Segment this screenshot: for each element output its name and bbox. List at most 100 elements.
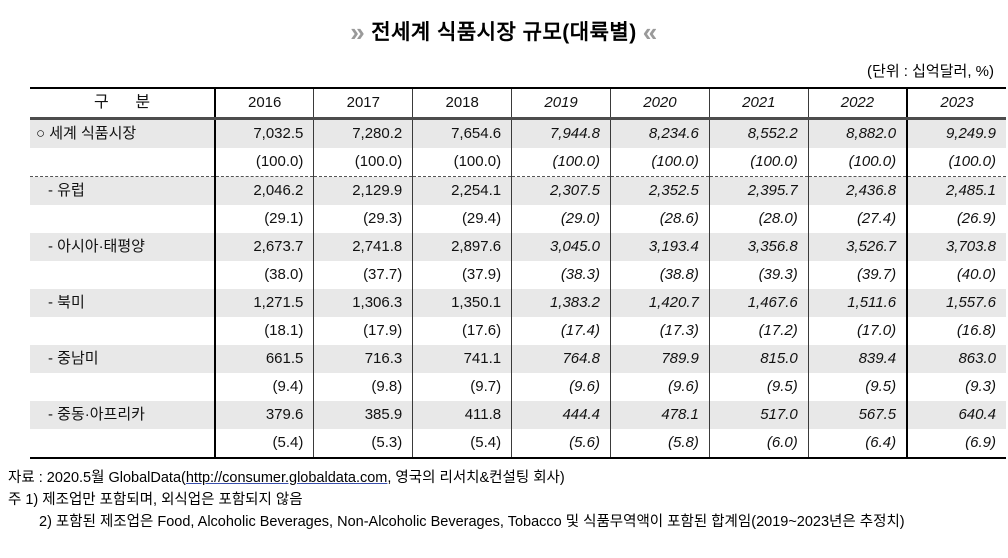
value-cell: 1,271.5 <box>214 289 314 317</box>
share-cell: (17.9) <box>313 317 413 345</box>
source-suffix: , 영국의 리서치&컨설팅 회사) <box>387 470 565 486</box>
value-cell: 7,280.2 <box>313 118 413 148</box>
unit-label: (단위 : 십억달러, %) <box>867 63 994 80</box>
table-header-row: 구 분 2016 2017 2018 2019 2020 2021 2022 2023 <box>30 87 1006 120</box>
value-cell: 3,526.7 <box>807 233 908 261</box>
share-cell: (29.1) <box>214 205 314 233</box>
value-cell: 2,485.1 <box>906 176 1006 205</box>
share-cell: (100.0) <box>708 148 809 177</box>
share-cell: (40.0) <box>906 261 1006 289</box>
value-cell: 764.8 <box>511 345 611 373</box>
value-cell: 661.5 <box>214 345 314 373</box>
row-label-spacer <box>30 429 215 459</box>
value-cell: 1,383.2 <box>511 289 611 317</box>
value-cell: 7,654.6 <box>412 118 512 148</box>
row-label: - 중남미 <box>30 345 215 373</box>
value-cell: 379.6 <box>214 401 314 429</box>
share-cell: (100.0) <box>906 148 1006 177</box>
footnote-1: 주 1) 제조업만 포함되며, 외식업은 포함되지 않음 <box>8 491 303 508</box>
table-row-shares: (100.0) (100.0) (100.0) (100.0) (100.0) (100.… <box>30 148 1006 177</box>
value-cell: 1,511.6 <box>807 289 908 317</box>
value-cell: 741.1 <box>412 345 512 373</box>
title-text: 전세계 식품시장 규모(대륙별) <box>371 21 637 44</box>
share-cell: (27.4) <box>807 205 908 233</box>
share-cell: (38.0) <box>214 261 314 289</box>
value-cell: 2,254.1 <box>412 176 512 205</box>
share-cell: (38.8) <box>610 261 710 289</box>
value-cell: 2,897.6 <box>412 233 512 261</box>
share-cell: (6.0) <box>708 429 809 459</box>
market-size-table: 구 분 2016 2017 2018 2019 2020 2021 2022 2023 ○ 세… <box>30 87 1006 459</box>
value-cell: 863.0 <box>906 345 1006 373</box>
table-row-shares: (29.1) (29.3) (29.4) (29.0) (28.6) (28.0) (27.… <box>30 205 1006 233</box>
share-cell: (100.0) <box>610 148 710 177</box>
share-cell: (9.3) <box>906 373 1006 401</box>
value-cell: 716.3 <box>313 345 413 373</box>
table-row-values: ○ 세계 식품시장 7,032.5 7,280.2 7,654.6 7,944.8 8,2… <box>30 118 1006 148</box>
share-cell: (9.4) <box>214 373 314 401</box>
share-cell: (5.4) <box>412 429 512 459</box>
row-label-spacer <box>30 148 215 177</box>
value-cell: 1,420.7 <box>610 289 710 317</box>
row-label: - 중동·아프리카 <box>30 401 215 429</box>
share-cell: (5.8) <box>610 429 710 459</box>
value-cell: 1,306.3 <box>313 289 413 317</box>
share-cell: (17.3) <box>610 317 710 345</box>
row-label: - 아시아·태평양 <box>30 233 215 261</box>
value-cell: 8,234.6 <box>610 118 710 148</box>
source-url-link[interactable]: http://consumer.globaldata.com <box>185 470 388 486</box>
share-cell: (100.0) <box>412 148 512 177</box>
share-cell: (18.1) <box>214 317 314 345</box>
share-cell: (6.9) <box>906 429 1006 459</box>
row-label: ○ 세계 식품시장 <box>30 118 215 148</box>
row-label-spacer <box>30 205 215 233</box>
value-cell: 2,129.9 <box>313 176 413 205</box>
share-cell: (100.0) <box>511 148 611 177</box>
share-cell: (26.9) <box>906 205 1006 233</box>
table-row-values: - 중남미 661.5 716.3 741.1 764.8 789.9 815.0 839.4… <box>30 345 1006 373</box>
year-header: 2019 <box>511 87 611 120</box>
value-cell: 567.5 <box>807 401 908 429</box>
value-cell: 7,032.5 <box>214 118 314 148</box>
value-cell: 789.9 <box>610 345 710 373</box>
table-row-values: - 북미 1,271.5 1,306.3 1,350.1 1,383.2 1,420.7 1… <box>30 289 1006 317</box>
year-header: 2018 <box>412 87 512 120</box>
share-cell: (39.3) <box>708 261 809 289</box>
year-header: 2023 <box>906 87 1006 120</box>
share-cell: (100.0) <box>313 148 413 177</box>
value-cell: 2,046.2 <box>214 176 314 205</box>
share-cell: (100.0) <box>807 148 908 177</box>
table-row-values: - 유럽 2,046.2 2,129.9 2,254.1 2,307.5 2,352.5 2… <box>30 176 1006 205</box>
share-cell: (29.3) <box>313 205 413 233</box>
share-cell: (29.0) <box>511 205 611 233</box>
value-cell: 2,673.7 <box>214 233 314 261</box>
footnote-2: 2) 포함된 제조업은 Food, Alcoholic Beverages, N… <box>39 513 905 530</box>
share-cell: (16.8) <box>906 317 1006 345</box>
value-cell: 478.1 <box>610 401 710 429</box>
value-cell: 815.0 <box>708 345 809 373</box>
value-cell: 3,045.0 <box>511 233 611 261</box>
share-cell: (5.6) <box>511 429 611 459</box>
table-row-shares: (38.0) (37.7) (37.9) (38.3) (38.8) (39.3) (39.… <box>30 261 1006 289</box>
share-cell: (29.4) <box>412 205 512 233</box>
row-label: - 유럽 <box>30 176 215 205</box>
share-cell: (17.6) <box>412 317 512 345</box>
share-cell: (17.4) <box>511 317 611 345</box>
value-cell: 1,350.1 <box>412 289 512 317</box>
value-cell: 3,356.8 <box>708 233 809 261</box>
value-cell: 2,307.5 <box>511 176 611 205</box>
year-header: 2017 <box>313 87 413 120</box>
year-header: 2016 <box>214 87 314 120</box>
value-cell: 9,249.9 <box>906 118 1006 148</box>
value-cell: 2,741.8 <box>313 233 413 261</box>
table-row-values: - 중동·아프리카 379.6 385.9 411.8 444.4 478.1 517.0 5… <box>30 401 1006 429</box>
share-cell: (17.2) <box>708 317 809 345</box>
share-cell: (38.3) <box>511 261 611 289</box>
table-row-shares: (18.1) (17.9) (17.6) (17.4) (17.3) (17.2) (17.… <box>30 317 1006 345</box>
value-cell: 640.4 <box>906 401 1006 429</box>
share-cell: (5.4) <box>214 429 314 459</box>
row-label: - 북미 <box>30 289 215 317</box>
chevrons-right-icon: » <box>350 17 366 47</box>
value-cell: 444.4 <box>511 401 611 429</box>
value-cell: 411.8 <box>412 401 512 429</box>
